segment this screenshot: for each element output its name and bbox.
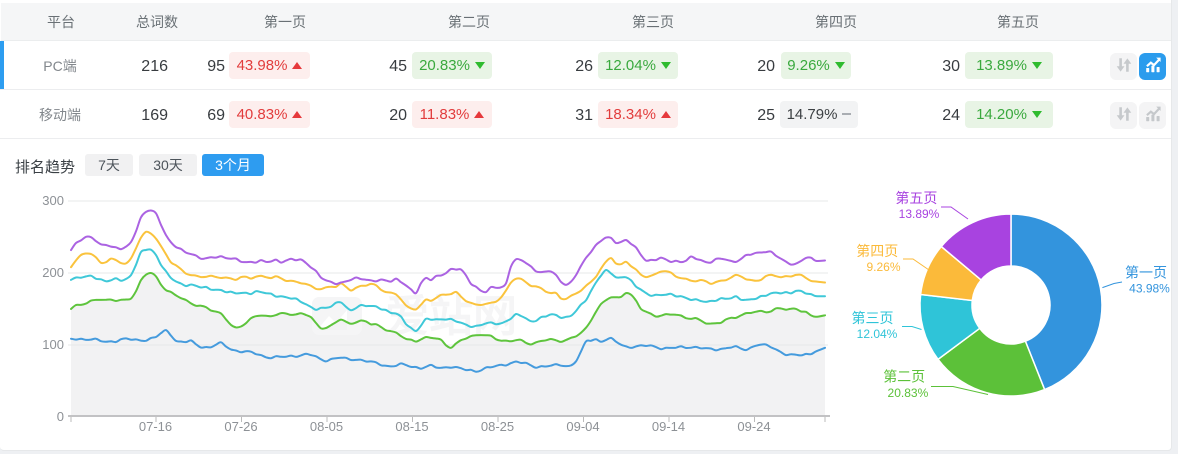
svg-text:07-16: 07-16	[139, 419, 172, 434]
svg-text:第四页: 第四页	[856, 243, 898, 259]
svg-text:9.26%: 9.26%	[866, 260, 900, 274]
svg-text:09-24: 09-24	[737, 419, 770, 434]
svg-text:12.04%: 12.04%	[857, 327, 898, 341]
svg-text:09-14: 09-14	[652, 419, 685, 434]
svg-text:300: 300	[42, 193, 64, 208]
svg-text:13.89%: 13.89%	[899, 207, 940, 221]
svg-text:第三页: 第三页	[852, 310, 894, 326]
svg-text:200: 200	[42, 265, 64, 280]
svg-text:0: 0	[57, 409, 64, 424]
svg-text:20.83%: 20.83%	[888, 386, 929, 400]
svg-text:08-05: 08-05	[310, 419, 343, 434]
svg-text:第五页: 第五页	[895, 190, 937, 206]
svg-text:第二页: 第二页	[883, 368, 925, 384]
svg-text:09-04: 09-04	[566, 419, 599, 434]
svg-text:100: 100	[42, 337, 64, 352]
svg-text:07-26: 07-26	[224, 419, 257, 434]
svg-text:08-15: 08-15	[395, 419, 428, 434]
svg-text:第一页: 第一页	[1125, 265, 1167, 281]
svg-text:43.98%: 43.98%	[1129, 282, 1170, 296]
svg-text:08-25: 08-25	[481, 419, 514, 434]
svg-text:爱站网: 爱站网	[385, 292, 517, 341]
